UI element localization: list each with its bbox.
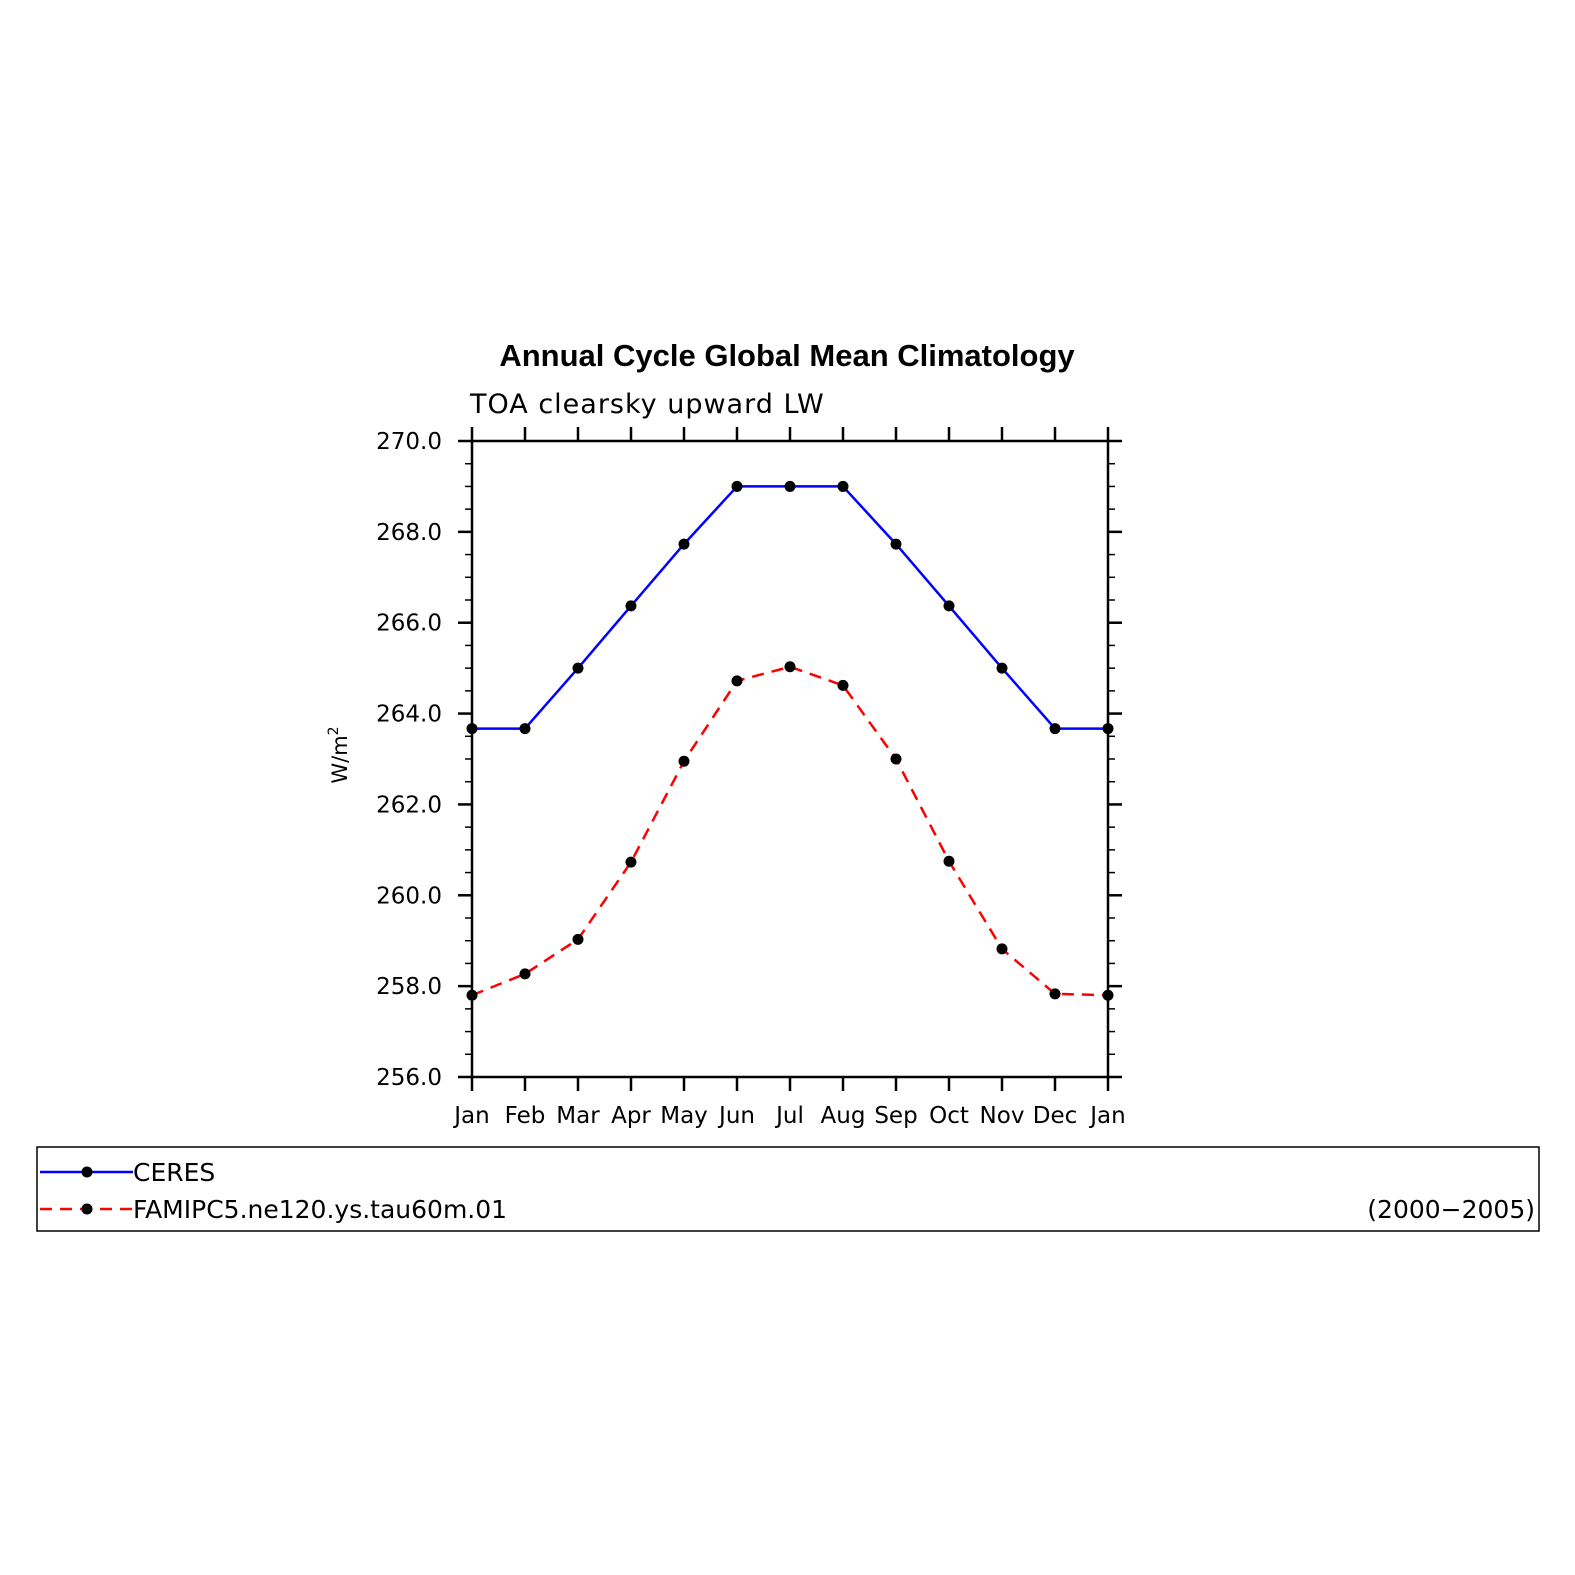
y-tick-label: 256.0 — [376, 1065, 442, 1091]
series-0-point — [466, 723, 478, 735]
y-tick-label: 262.0 — [376, 792, 442, 818]
legend-marker-ceres — [81, 1166, 93, 1178]
series-1-point — [572, 933, 584, 945]
legend-entry-ceres: CERES — [133, 1158, 215, 1187]
x-tick-label: May — [660, 1103, 708, 1129]
chart-title: Annual Cycle Global Mean Climatology — [499, 338, 1075, 373]
y-tick-label: 260.0 — [376, 883, 442, 909]
legend-box — [36, 1146, 1540, 1232]
series-0-point — [837, 480, 849, 492]
series-0-point — [890, 538, 902, 550]
y-axis-label: W/m — [328, 735, 352, 783]
x-tick-label: Sep — [874, 1103, 917, 1129]
y-tick-label: 258.0 — [376, 974, 442, 1000]
x-tick-label: Feb — [505, 1103, 546, 1129]
y-tick-label: 266.0 — [376, 611, 442, 637]
series-1-point — [519, 968, 531, 980]
series-0-point — [1049, 723, 1061, 735]
x-tick-label: Aug — [821, 1103, 866, 1129]
legend-marker-famipc5 — [81, 1203, 93, 1215]
series-0-point — [996, 662, 1008, 674]
plot-frame — [470, 439, 1110, 1079]
x-tick-label: Jan — [452, 1103, 489, 1129]
series-0-point — [519, 723, 531, 735]
series-line-1 — [471, 665, 1109, 997]
series-0-point — [784, 480, 796, 492]
legend-entry-famipc5: FAMIPC5.ne120.ys.tau60m.01 — [133, 1195, 507, 1224]
series-1-point — [1049, 988, 1061, 1000]
x-tick-label: Jan — [1088, 1103, 1125, 1129]
x-tick-label: Mar — [556, 1103, 600, 1129]
series-0-point — [678, 538, 690, 550]
series-1-point — [625, 856, 637, 868]
y-tick-label: 264.0 — [376, 702, 442, 728]
y-axis-label-superscript: 2 — [326, 726, 342, 735]
chart-subtitle: TOA clearsky upward LW — [469, 389, 825, 420]
x-tick-label: Jul — [774, 1103, 804, 1129]
x-tick-label: Apr — [611, 1103, 651, 1129]
series-1-point — [943, 855, 955, 867]
series-0-point — [572, 662, 584, 674]
series-1-point — [784, 661, 796, 673]
y-tick-label: 268.0 — [376, 520, 442, 546]
series-1-point — [678, 755, 690, 767]
legend-note: (2000−2005) — [1367, 1195, 1535, 1224]
series-1-point — [890, 753, 902, 765]
x-tick-label: Nov — [980, 1103, 1025, 1129]
series-line-0 — [472, 485, 1108, 730]
x-tick-label: Dec — [1033, 1103, 1078, 1129]
y-tick-label: 270.0 — [376, 429, 442, 455]
series-1-point — [731, 675, 743, 687]
series-1-point — [996, 943, 1008, 955]
series-0-point — [731, 480, 743, 492]
series-1-point — [1102, 989, 1114, 1001]
x-tick-label: Jun — [717, 1103, 755, 1129]
series-1-point — [837, 679, 849, 691]
series-1-point — [466, 989, 478, 1001]
series-0-point — [943, 600, 955, 612]
x-tick-label: Oct — [929, 1103, 969, 1129]
y-axis-label-group: W/m2 — [326, 726, 352, 783]
svg-text:W/m2: W/m2 — [326, 726, 352, 783]
legend: CERES FAMIPC5.ne120.ys.tau60m.01 (2000−2… — [36, 1146, 1540, 1232]
series-0-point — [1102, 723, 1114, 735]
plot-area: Jan Feb Mar Apr May Jun Jul Aug Sep Oct Nov Dec Jan 2… — [376, 427, 1126, 1129]
series-0-point — [625, 600, 637, 612]
